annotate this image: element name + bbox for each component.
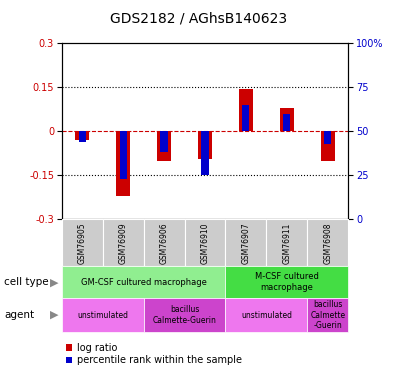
Bar <box>225 219 266 266</box>
Bar <box>62 219 103 266</box>
Bar <box>283 114 291 131</box>
Bar <box>119 131 127 179</box>
Text: GSM76907: GSM76907 <box>242 222 250 264</box>
Bar <box>321 131 335 160</box>
Text: GSM76911: GSM76911 <box>282 222 291 264</box>
Text: GSM76908: GSM76908 <box>323 222 332 264</box>
Bar <box>103 219 144 266</box>
Bar <box>307 298 348 332</box>
Text: M-CSF cultured
macrophage: M-CSF cultured macrophage <box>255 273 319 292</box>
Text: cell type: cell type <box>4 277 49 287</box>
Bar <box>225 266 348 298</box>
Text: ▶: ▶ <box>49 310 58 320</box>
Bar <box>280 108 294 131</box>
Bar <box>239 88 253 131</box>
Bar <box>160 131 168 152</box>
Bar <box>324 131 332 144</box>
Bar <box>201 131 209 176</box>
Text: bacillus
Calmette-Guerin: bacillus Calmette-Guerin <box>152 305 217 325</box>
Bar <box>266 219 307 266</box>
Bar <box>157 131 171 160</box>
Bar <box>62 266 225 298</box>
Bar <box>225 298 307 332</box>
Text: unstimulated: unstimulated <box>77 310 128 320</box>
Text: agent: agent <box>4 310 34 320</box>
Text: GSM76906: GSM76906 <box>160 222 168 264</box>
Text: log ratio: log ratio <box>77 343 117 352</box>
Bar <box>144 298 225 332</box>
Bar <box>307 219 348 266</box>
Text: GSM76905: GSM76905 <box>78 222 87 264</box>
Bar <box>185 219 225 266</box>
Bar <box>62 298 144 332</box>
Text: GDS2182 / AGhsB140623: GDS2182 / AGhsB140623 <box>110 12 288 26</box>
Bar <box>242 105 250 131</box>
Bar <box>198 131 212 159</box>
Bar <box>78 131 86 142</box>
Text: bacillus
Calmette
-Guerin: bacillus Calmette -Guerin <box>310 300 345 330</box>
Text: GSM76910: GSM76910 <box>201 222 209 264</box>
Text: ▶: ▶ <box>49 277 58 287</box>
Text: GSM76909: GSM76909 <box>119 222 128 264</box>
Text: unstimulated: unstimulated <box>241 310 292 320</box>
Bar <box>75 131 89 140</box>
Text: percentile rank within the sample: percentile rank within the sample <box>77 355 242 365</box>
Bar <box>116 131 130 196</box>
Text: GM-CSF cultured macrophage: GM-CSF cultured macrophage <box>81 278 207 286</box>
Bar <box>144 219 185 266</box>
